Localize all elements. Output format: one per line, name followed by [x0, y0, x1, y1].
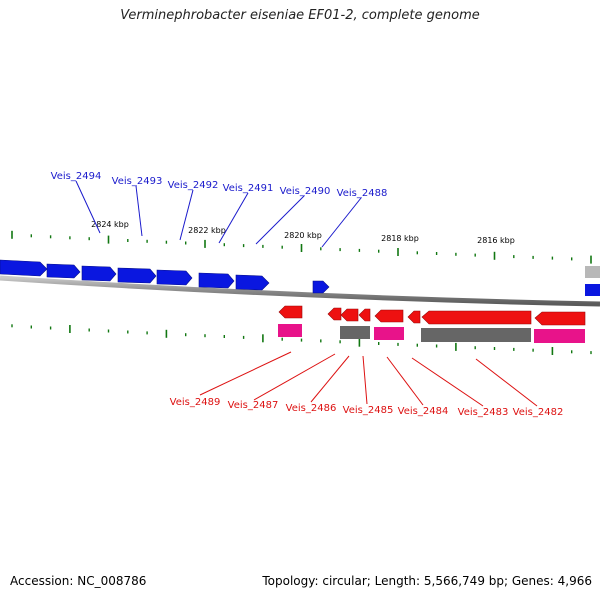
gene-arrow-reverse[interactable]: [421, 310, 532, 325]
reverse-label-leaders: [199, 351, 538, 407]
scale-label: 2818 kbp: [381, 234, 419, 243]
scale-label: 2822 kbp: [188, 226, 226, 235]
gene-arrow-reverse[interactable]: [340, 308, 359, 322]
gene-arrow-forward[interactable]: [235, 274, 270, 291]
gene-arrow-forward[interactable]: [0, 259, 48, 277]
gene-label-forward[interactable]: Veis_2493: [112, 176, 163, 187]
gene-label-reverse[interactable]: Veis_2485: [343, 405, 394, 416]
gene-arrow-reverse[interactable]: [327, 307, 342, 321]
gene-label-forward[interactable]: Veis_2491: [223, 183, 274, 194]
gene-block-forward[interactable]: [585, 284, 600, 296]
gene-label-reverse[interactable]: Veis_2489: [170, 397, 221, 408]
gene-arrow-reverse[interactable]: [358, 308, 371, 322]
feature-block-pink[interactable]: [534, 329, 585, 343]
gene-label-forward[interactable]: Veis_2492: [168, 180, 219, 191]
scale-label: 2820 kbp: [284, 231, 322, 240]
gene-label-forward[interactable]: Veis_2490: [280, 186, 331, 197]
scale-label: 2816 kbp: [477, 236, 515, 245]
gene-arrow-reverse[interactable]: [374, 309, 404, 323]
genome-backbone: [0, 275, 600, 307]
gene-arrow-reverse[interactable]: [278, 305, 303, 319]
scale-label: 2824 kbp: [91, 220, 129, 229]
gene-label-forward[interactable]: Veis_2488: [337, 188, 388, 199]
gene-arrow-forward[interactable]: [198, 272, 235, 289]
gene-label-forward[interactable]: Veis_2494: [51, 171, 102, 182]
gene-arrow-forward[interactable]: [156, 269, 193, 286]
feature-block-gray[interactable]: [421, 328, 531, 342]
gene-label-reverse[interactable]: Veis_2483: [458, 407, 509, 418]
forward-label-leaders: [75, 180, 362, 248]
feature-block-gray[interactable]: [340, 326, 370, 339]
gene-label-reverse[interactable]: Veis_2482: [513, 407, 564, 418]
accession-text: Accession: NC_008786: [10, 574, 147, 588]
gene-arrow-forward[interactable]: [81, 265, 117, 282]
genome-title: Verminephrobacter eiseniae EF01-2, compl…: [120, 8, 480, 23]
reverse-strand-genes: [278, 305, 586, 343]
gene-label-reverse[interactable]: Veis_2487: [228, 400, 279, 411]
gene-arrow-forward[interactable]: [312, 280, 330, 294]
forward-strand-genes: [0, 259, 600, 296]
gene-arrow-reverse[interactable]: [407, 310, 421, 324]
gene-arrow-forward[interactable]: [117, 267, 157, 284]
lower-scale-ticks: [11, 324, 592, 355]
gene-label-reverse[interactable]: Veis_2486: [286, 403, 337, 414]
feature-block-silver[interactable]: [585, 266, 600, 278]
gene-arrow-forward[interactable]: [46, 263, 81, 279]
gene-arrow-reverse[interactable]: [534, 311, 586, 326]
feature-block-pink[interactable]: [278, 324, 302, 337]
feature-block-pink[interactable]: [374, 327, 404, 340]
topology-text: Topology: circular; Length: 5,566,749 bp…: [262, 574, 592, 588]
gene-label-reverse[interactable]: Veis_2484: [398, 406, 449, 417]
upper-scale-ticks: [11, 230, 592, 264]
